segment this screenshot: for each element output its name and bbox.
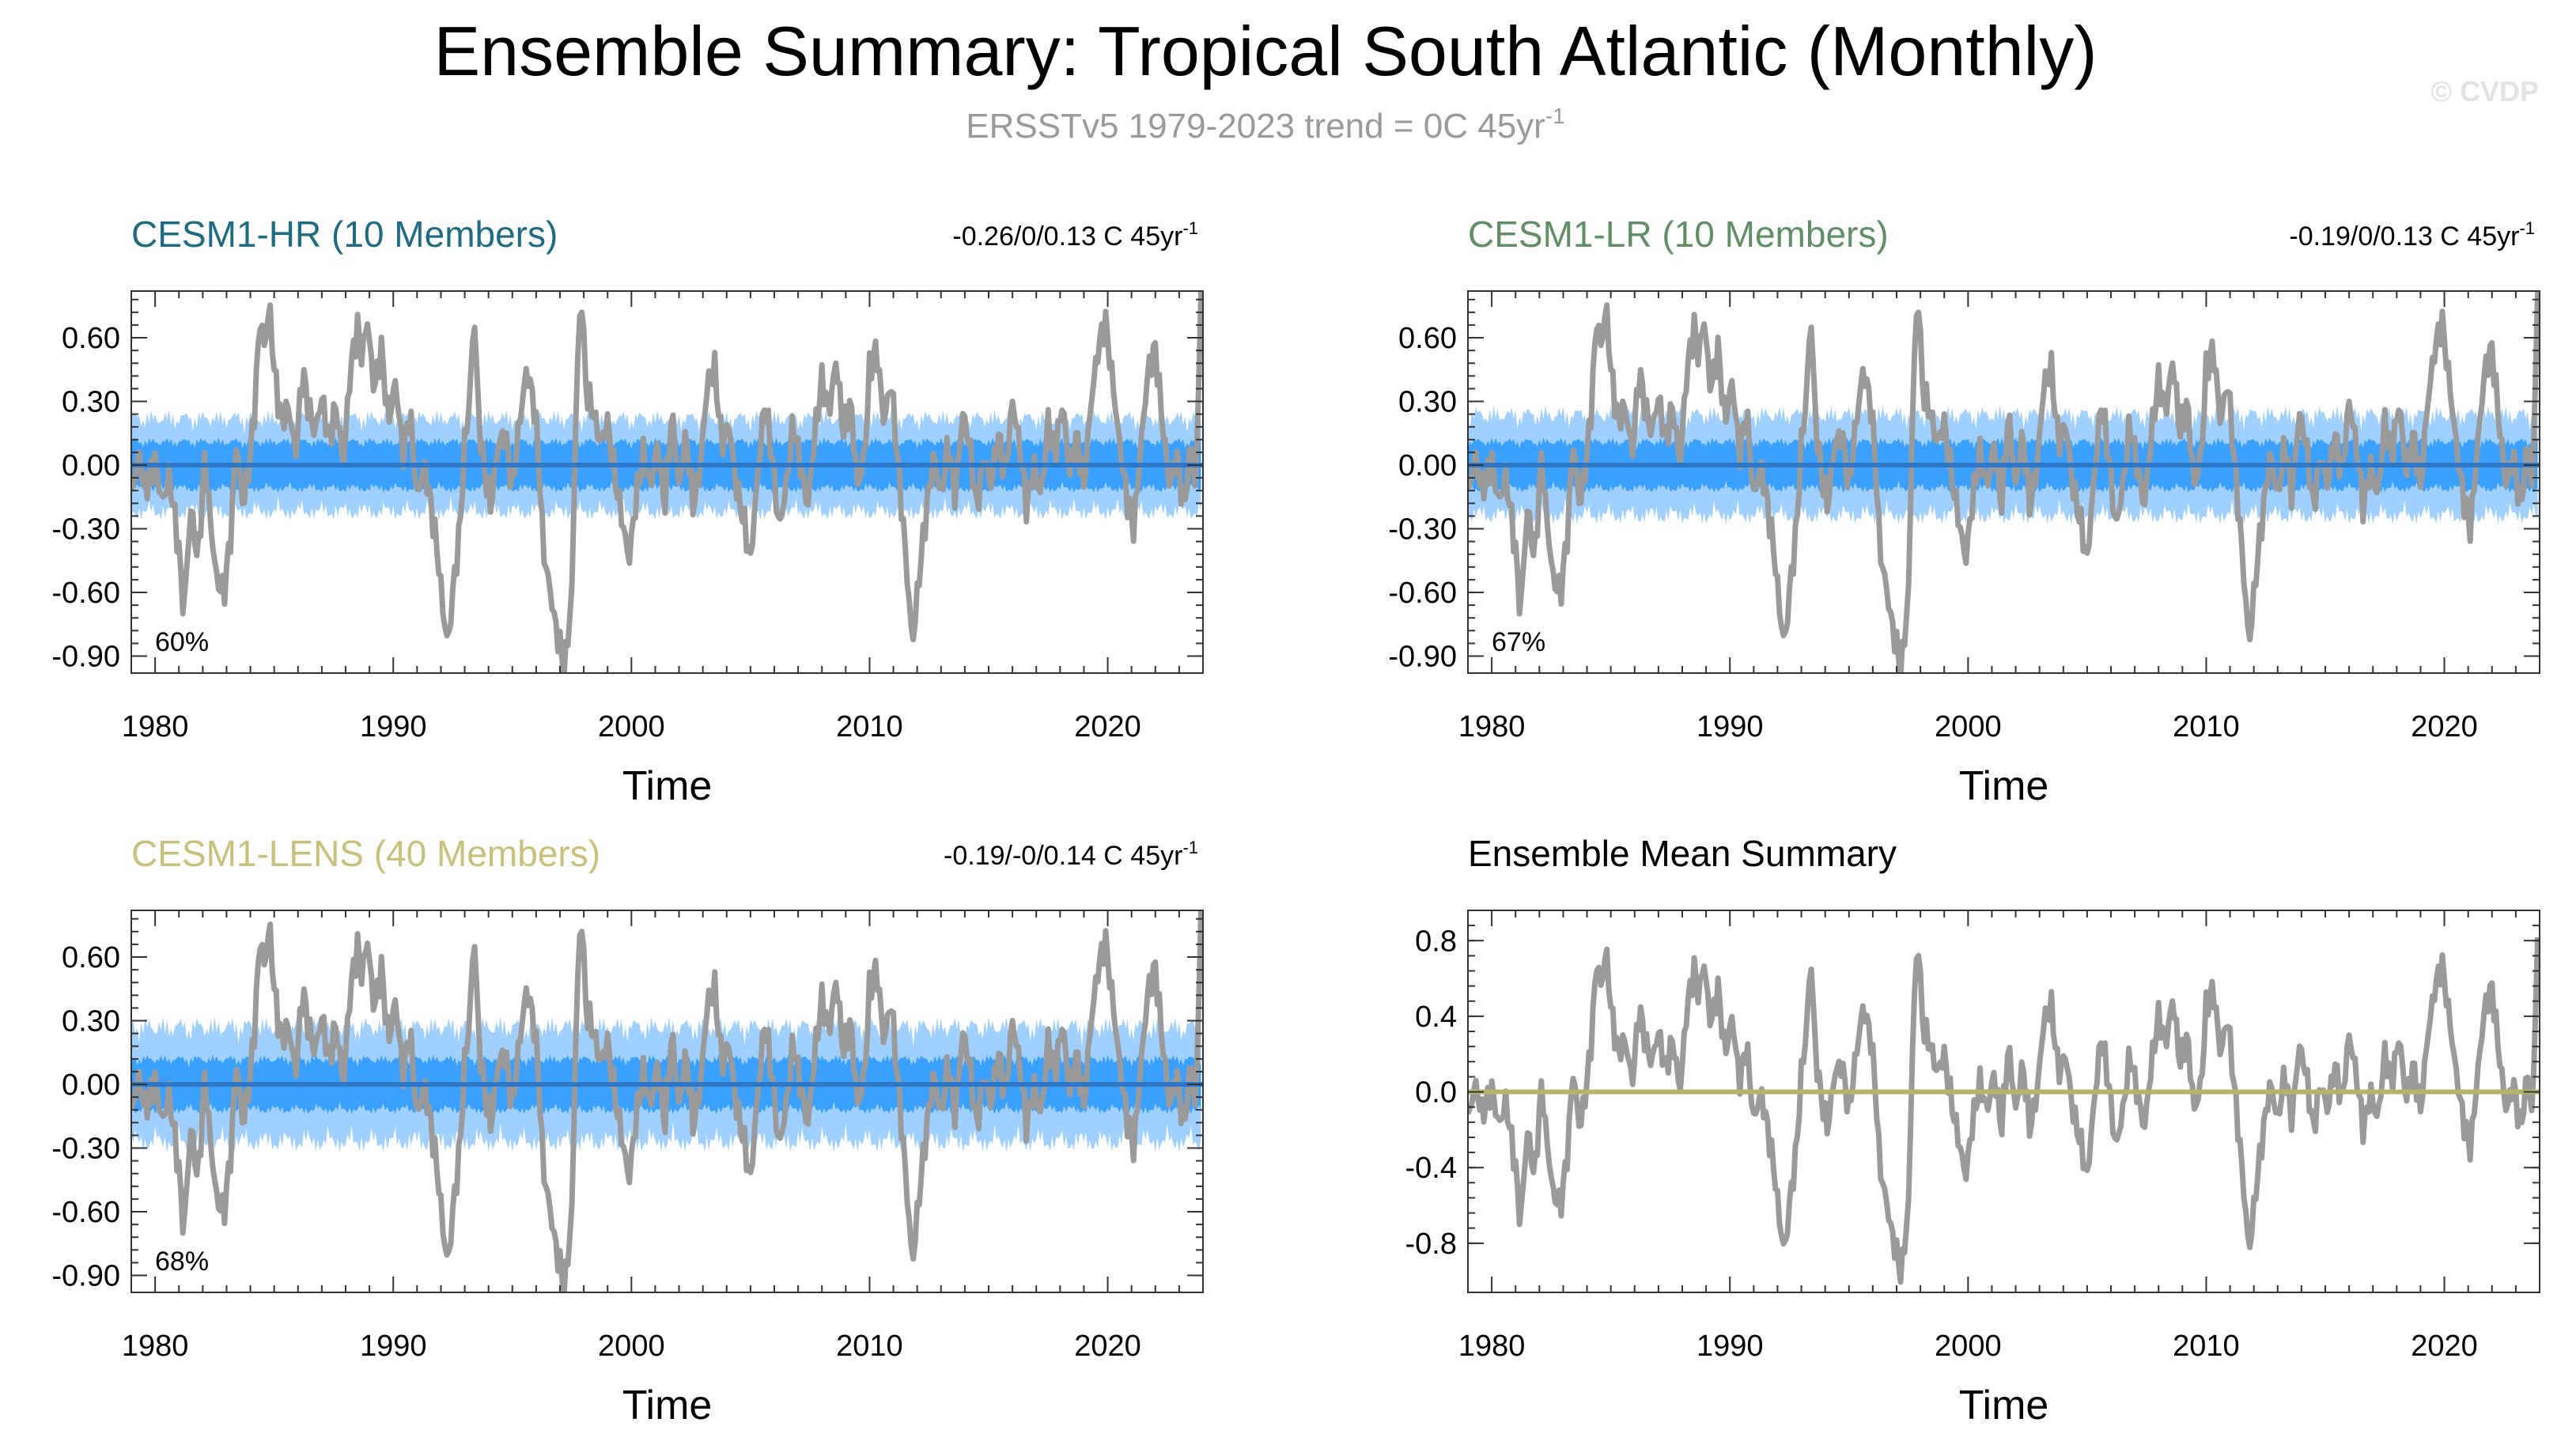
y-tick-label: 0.60 [62,322,120,355]
subtitle-superscript: -1 [1545,104,1565,128]
x-axis-label: Time [1959,763,2049,809]
panel-title: CESM1-HR (10 Members) [131,214,558,255]
percent-label: 68% [155,1247,209,1277]
x-axis-label: Time [1959,1383,2049,1428]
panel-cesm1-lens: CESM1-LENS (40 Members) -0.19/-0/0.14 C 4… [51,833,1204,1428]
y-tick-label: 0.30 [1398,386,1457,419]
x-tick-label: 2010 [836,710,903,743]
panel-cesm1-hr: CESM1-HR (10 Members) -0.26/0/0.13 C 45yr… [51,214,1204,809]
y-tick-label: 0.60 [62,941,120,974]
y-tick-label: 0.00 [62,1069,120,1102]
x-tick-label: 2010 [2173,1330,2240,1363]
plot-frame [1467,910,2540,1293]
trend-label: -0.26/0/0.13 C 45yr-1 [952,218,1198,252]
panel-ensemble-mean-summary: Ensemble Mean Summary 1980 1990 2000 2010 202… [1405,833,2540,1428]
x-tick-label: 1980 [122,710,189,743]
x-tick-label: 1990 [360,1330,427,1363]
figure-subtitle: ERSSTv5 1979-2023 trend = 0C 45yr-1 [966,104,1564,146]
x-tick-label: 1980 [1458,1330,1526,1363]
y-tick-label: -0.60 [51,1196,120,1229]
observed-line [131,291,1203,673]
observed-line [1468,291,2540,673]
panel-cesm1-lr: CESM1-LR (10 Members) -0.19/0/0.13 C 45yr… [1388,214,2540,809]
plot-frame [131,290,1204,674]
x-tick-label: 2020 [2411,1330,2478,1363]
x-axis-label: Time [622,1383,713,1428]
percent-label: 67% [1492,627,1545,657]
y-tick-label: -0.90 [1388,641,1457,674]
y-tick-label: -0.30 [51,513,120,547]
plot-frame [131,910,1204,1293]
y-tick-label: 0.8 [1415,925,1457,958]
y-tick-label: -0.60 [51,577,120,610]
watermark: © CVDP [2430,75,2539,108]
x-tick-label: 2020 [1074,1330,1141,1363]
y-tick-label: -0.8 [1405,1228,1457,1261]
plot-frame [1467,290,2540,674]
x-tick-label: 2000 [598,710,665,743]
observed-line [131,910,1203,1292]
y-tick-label: 0.00 [1398,449,1457,482]
x-tick-label: 1980 [122,1330,189,1363]
y-tick-label: 0.30 [62,1005,120,1039]
y-tick-label: 0.00 [62,449,120,482]
x-tick-label: 1990 [1697,710,1764,743]
y-tick-label: -0.30 [51,1133,120,1166]
x-tick-label: 1990 [360,710,427,743]
x-tick-label: 1990 [1697,1330,1764,1363]
y-tick-label: 0.60 [1398,322,1457,355]
x-tick-label: 2000 [1935,710,2002,743]
x-tick-label: 2020 [2411,710,2478,743]
panel-title: CESM1-LENS (40 Members) [131,833,600,874]
x-tick-label: 2010 [2173,710,2240,743]
y-tick-label: 0.4 [1415,1001,1457,1034]
x-tick-label: 2000 [598,1330,665,1363]
y-tick-label: 0.30 [62,386,120,419]
y-tick-label: 0.0 [1415,1076,1457,1110]
figure-title: Ensemble Summary: Tropical South Atlanti… [433,12,2097,90]
panel-title: Ensemble Mean Summary [1468,833,1897,874]
y-tick-label: -0.90 [51,1260,120,1293]
x-tick-label: 2000 [1935,1330,2002,1363]
y-tick-label: -0.4 [1405,1152,1457,1185]
x-tick-label: 2020 [1074,710,1141,743]
x-axis-label: Time [622,763,713,809]
y-tick-label: -0.90 [51,641,120,674]
observed-line [1468,936,2540,1285]
panel-title: CESM1-LR (10 Members) [1468,214,1889,255]
x-tick-label: 2010 [836,1330,903,1363]
percent-label: 60% [155,627,209,657]
y-tick-label: -0.60 [1388,577,1457,610]
y-tick-label: -0.30 [1388,513,1457,547]
x-tick-label: 1980 [1458,710,1526,743]
trend-label: -0.19/0/0.13 C 45yr-1 [2289,218,2535,252]
trend-label: -0.19/-0/0.14 C 45yr-1 [944,838,1198,871]
